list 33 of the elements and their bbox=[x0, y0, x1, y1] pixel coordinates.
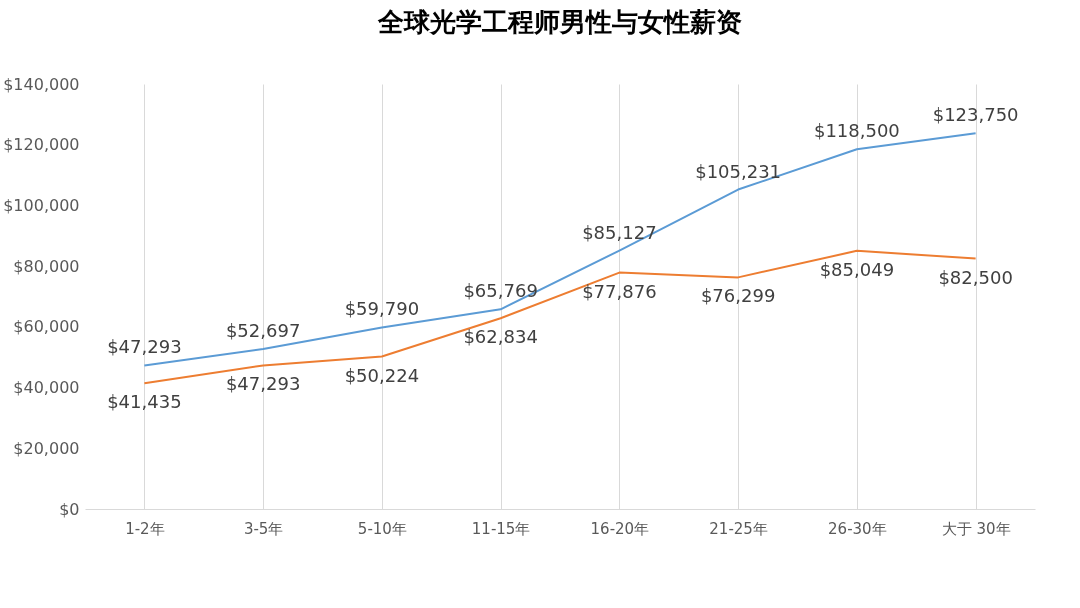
x-tick-label: 大于 30年 bbox=[941, 519, 1011, 538]
chart-title: 全球光学工程师男性与女性薪资 bbox=[377, 7, 742, 37]
data-label: $41,435 bbox=[107, 391, 182, 413]
data-label: $123,750 bbox=[932, 104, 1019, 126]
y-tick-label: $120,000 bbox=[3, 135, 80, 155]
data-label: $82,500 bbox=[938, 266, 1013, 288]
data-label: $77,876 bbox=[582, 280, 657, 302]
x-tick-label: 16-20年 bbox=[590, 519, 650, 538]
x-tick-label: 5-10年 bbox=[357, 519, 407, 538]
data-label: $50,224 bbox=[344, 364, 420, 386]
data-label: $85,127 bbox=[582, 221, 657, 243]
data-label: $105,231 bbox=[695, 160, 782, 182]
data-label: $118,500 bbox=[813, 120, 900, 142]
data-label: $59,790 bbox=[344, 298, 420, 320]
data-label: $47,293 bbox=[225, 373, 301, 395]
y-tick-label: $40,000 bbox=[13, 378, 80, 398]
y-tick-label: $20,000 bbox=[13, 438, 80, 458]
y-tick-label: $0 bbox=[59, 499, 80, 519]
data-label: $76,299 bbox=[700, 285, 776, 307]
x-tick-label: 3-5年 bbox=[243, 519, 284, 538]
data-label: $52,697 bbox=[225, 320, 301, 342]
y-tick-label: $80,000 bbox=[13, 256, 80, 276]
y-tick-label: $60,000 bbox=[13, 317, 80, 337]
x-tick-label: 21-25年 bbox=[709, 519, 768, 538]
y-tick-label: $140,000 bbox=[3, 74, 80, 94]
x-tick-label: 1-2年 bbox=[125, 519, 165, 538]
data-label: $62,834 bbox=[463, 326, 538, 348]
x-tick-label: 11-15年 bbox=[471, 519, 531, 538]
data-label: $47,293 bbox=[107, 336, 182, 358]
y-tick-label: $100,000 bbox=[3, 195, 80, 215]
data-label: $85,049 bbox=[819, 258, 895, 280]
x-tick-label: 26-30年 bbox=[828, 519, 887, 538]
data-label: $65,769 bbox=[463, 280, 538, 302]
